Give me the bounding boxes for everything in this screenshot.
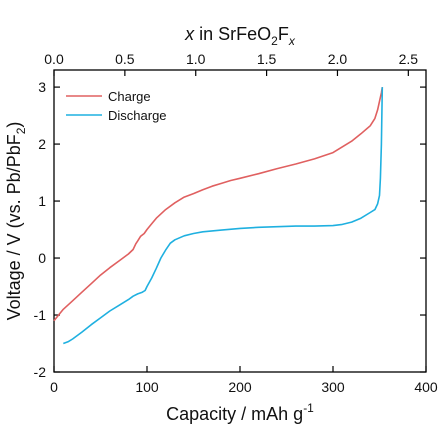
series-line-discharge: [63, 87, 384, 345]
y-axis-title: Voltage / V (vs. Pb/PbF2): [4, 122, 28, 321]
y-tick-label: 3: [38, 79, 46, 95]
x-tick-label: 400: [414, 379, 438, 395]
x-axis-title-superscript: -1: [303, 401, 314, 415]
y-tick-label: 2: [38, 136, 46, 152]
x-tick-label: 200: [228, 379, 252, 395]
top-x-axis: 0.0 0.5 1.0 1.5 2.0 2.5: [44, 51, 418, 76]
top-tick-label: 2.5: [399, 51, 419, 67]
legend-label-discharge: Discharge: [108, 108, 167, 123]
top-tick-label: 2.0: [328, 51, 348, 67]
y-tick-label: 1: [38, 193, 46, 209]
x-tick-label: 100: [135, 379, 159, 395]
legend: Charge Discharge: [66, 89, 167, 123]
top-tick-label: 0.0: [44, 51, 64, 67]
top-tick-label: 1.5: [257, 51, 277, 67]
top-tick-label: 0.5: [115, 51, 135, 67]
top-axis-title: x in SrFeO2Fx: [184, 24, 296, 48]
y-tick-label: -1: [34, 307, 47, 323]
series-line-charge: [53, 86, 384, 322]
x-axis-title: Capacity / mAh g-1: [166, 401, 314, 424]
x-tick-label: 300: [321, 379, 345, 395]
y-tick-label: 0: [38, 250, 46, 266]
top-tick-label: 1.0: [186, 51, 206, 67]
y-axis-title-subscript: 2: [14, 127, 28, 134]
x-axis: 0 100 200 300 400: [50, 366, 438, 395]
series-group: [53, 86, 384, 345]
y-axis: -2 -1 0 1 2 3: [34, 79, 426, 380]
legend-label-charge: Charge: [108, 89, 151, 104]
x-tick-label: 0: [50, 379, 58, 395]
y-tick-label: -2: [34, 364, 47, 380]
